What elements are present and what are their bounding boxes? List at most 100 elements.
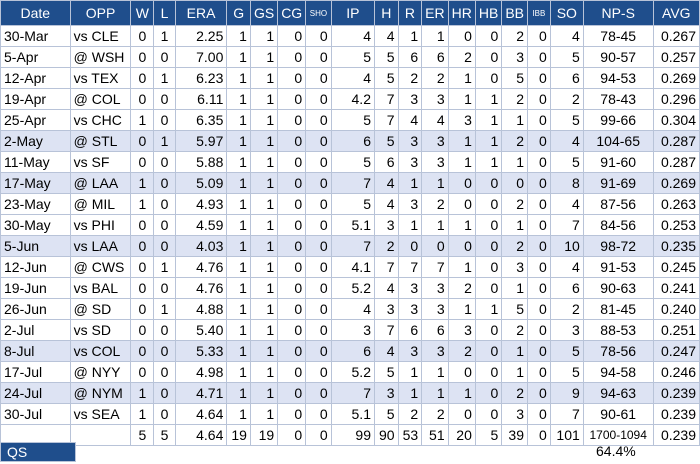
cell-date: 12-Apr: [0, 67, 71, 89]
cell-bb: 3: [501, 403, 528, 425]
cell-w: 0: [130, 319, 155, 341]
cell-cg: 0: [277, 403, 307, 425]
cell-r: 1: [397, 172, 423, 194]
cell-np-s: 91-53: [582, 256, 654, 278]
cell-gs: 1: [249, 88, 279, 110]
cell-so: 2: [549, 88, 584, 110]
cell-er: 1: [421, 25, 449, 47]
total-hb: 5: [474, 424, 503, 446]
cell-sho: 0: [305, 151, 332, 173]
cell-hr: 0: [447, 235, 476, 257]
cell-hr: 0: [447, 172, 476, 194]
cell-w: 0: [130, 130, 155, 152]
cell-opp: @ CWS: [69, 256, 132, 278]
cell-w: 0: [130, 214, 155, 236]
cell-hr: 1: [447, 298, 476, 320]
cell-era: 5.40: [174, 319, 228, 341]
cell-h: 6: [373, 151, 399, 173]
cell-era: 5.09: [174, 172, 228, 194]
cell-np-s: 84-56: [582, 214, 654, 236]
cell-so: 5: [549, 109, 584, 131]
cell-so: 5: [549, 361, 584, 383]
cell-hr: 0: [447, 361, 476, 383]
cell-r: 3: [397, 130, 423, 152]
cell-so: 2: [549, 298, 584, 320]
cell-g: 1: [226, 256, 251, 278]
cell-cg: 0: [277, 277, 307, 299]
cell-np-s: 78-56: [582, 340, 654, 362]
cell-g: 1: [226, 214, 251, 236]
cell-hb: 0: [474, 403, 503, 425]
cell-ibb: 0: [527, 46, 551, 68]
cell-np-s: 98-72: [582, 235, 654, 257]
cell-ip: 5: [330, 151, 375, 173]
header-bb: BB: [501, 0, 528, 26]
cell-ip: 7: [330, 382, 375, 404]
cell-era: 5.33: [174, 340, 228, 362]
cell-w: 0: [130, 151, 155, 173]
cell-era: 6.11: [174, 88, 228, 110]
cell-np-s: 91-69: [582, 172, 654, 194]
cell-gs: 1: [249, 382, 279, 404]
table-row: 12-Apr vs TEX 0 1 6.23 1 1 0 0 4 5 2 2 1 0 5 0 6 94-53 0.26…: [0, 67, 700, 89]
cell-l: 0: [153, 88, 176, 110]
cell-er: 1: [421, 214, 449, 236]
cell-cg: 0: [277, 46, 307, 68]
cell-np-s: 94-53: [582, 67, 654, 89]
header-h: H: [373, 0, 399, 26]
cell-ibb: 0: [527, 361, 551, 383]
cell-so: 4: [549, 193, 584, 215]
table-row: 26-Jun @ SD 0 1 4.88 1 1 0 0 4 3 3 3 1 1 5 0 2 81-45 0.240: [0, 298, 700, 320]
cell-w: 0: [130, 235, 155, 257]
cell-sho: 0: [305, 382, 332, 404]
cell-date: 19-Jun: [0, 277, 71, 299]
header-hr: HR: [447, 0, 476, 26]
cell-opp: @ MIL: [69, 193, 132, 215]
cell-hb: 1: [474, 130, 503, 152]
cell-ibb: 0: [527, 25, 551, 47]
cell-er: 6: [421, 319, 449, 341]
cell-hr: 3: [447, 109, 476, 131]
cell-avg: 0.257: [652, 46, 700, 68]
cell-era: 6.23: [174, 67, 228, 89]
cell-g: 1: [226, 298, 251, 320]
cell-hb: 0: [474, 67, 503, 89]
cell-r: 3: [397, 88, 423, 110]
cell-l: 0: [153, 382, 176, 404]
cell-l: 1: [153, 298, 176, 320]
cell-cg: 0: [277, 340, 307, 362]
cell-ip: 4: [330, 298, 375, 320]
cell-gs: 1: [249, 298, 279, 320]
cell-hb: 0: [474, 319, 503, 341]
header-gs: GS: [249, 0, 279, 26]
cell-er: 2: [421, 67, 449, 89]
table-row: 8-Jul vs COL 0 0 5.33 1 1 0 0 6 4 3 3 2 0 1 0 5 78-56 0.247: [0, 340, 700, 362]
cell-er: 0: [421, 235, 449, 257]
cell-gs: 1: [249, 46, 279, 68]
total-bb: 39: [501, 424, 528, 446]
cell-bb: 1: [501, 361, 528, 383]
cell-r: 3: [397, 193, 423, 215]
cell-g: 1: [226, 88, 251, 110]
header-row: Date OPP W L ERA G GS CG SHO IP H R ER HR HB BB IBB SO NP-…: [0, 0, 700, 26]
cell-h: 5: [373, 403, 399, 425]
cell-r: 3: [397, 151, 423, 173]
table-row: 19-Jun vs BAL 0 0 4.76 1 1 0 0 5.2 4 3 3 2 0 1 0 6 90-63 0.…: [0, 277, 700, 299]
cell-ibb: 0: [527, 151, 551, 173]
cell-cg: 0: [277, 319, 307, 341]
cell-hr: 1: [447, 151, 476, 173]
cell-so: 4: [549, 25, 584, 47]
table-row: 30-Mar vs CLE 0 1 2.25 1 1 0 0 4 4 1 1 0 0 2 0 4 78-45 0.26…: [0, 25, 700, 47]
cell-opp: @ STL: [69, 130, 132, 152]
cell-opp: @ SD: [69, 298, 132, 320]
header-so: SO: [549, 0, 584, 26]
cell-gs: 1: [249, 193, 279, 215]
header-avg: AVG: [652, 0, 700, 26]
cell-np-s: 87-56: [582, 193, 654, 215]
cell-hr: 1: [447, 214, 476, 236]
total-er: 51: [421, 424, 449, 446]
cell-ibb: 0: [527, 403, 551, 425]
cell-ibb: 0: [527, 67, 551, 89]
cell-ibb: 0: [527, 382, 551, 404]
cell-l: 0: [153, 235, 176, 257]
